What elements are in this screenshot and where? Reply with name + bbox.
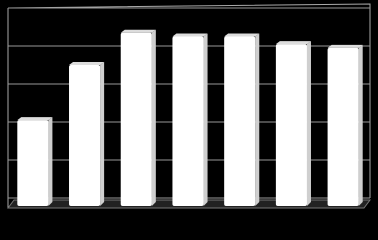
bar-side: [358, 44, 363, 207]
bar-top: [172, 33, 208, 37]
bar: [172, 36, 204, 206]
bar-top: [120, 29, 156, 33]
bar: [17, 120, 49, 206]
plot-frame: [7, 3, 371, 208]
bar-top: [69, 62, 105, 65]
page: (() => { const data = JSON.parse(documen…: [7, 3, 371, 209]
bar: [69, 65, 101, 206]
bar-side: [48, 117, 53, 206]
bar-top: [17, 117, 53, 121]
bar: [120, 32, 152, 207]
bar-side: [203, 33, 208, 206]
bar-top: [224, 33, 260, 37]
chart: [7, 3, 371, 209]
bar-side: [306, 41, 311, 206]
bar: [224, 36, 256, 206]
bar-side: [100, 62, 105, 206]
bar-top: [275, 41, 311, 45]
bar-side: [151, 29, 156, 207]
bar: [327, 47, 359, 207]
bar: [275, 44, 307, 206]
bar-side: [255, 33, 260, 206]
bar-top: [327, 44, 363, 48]
